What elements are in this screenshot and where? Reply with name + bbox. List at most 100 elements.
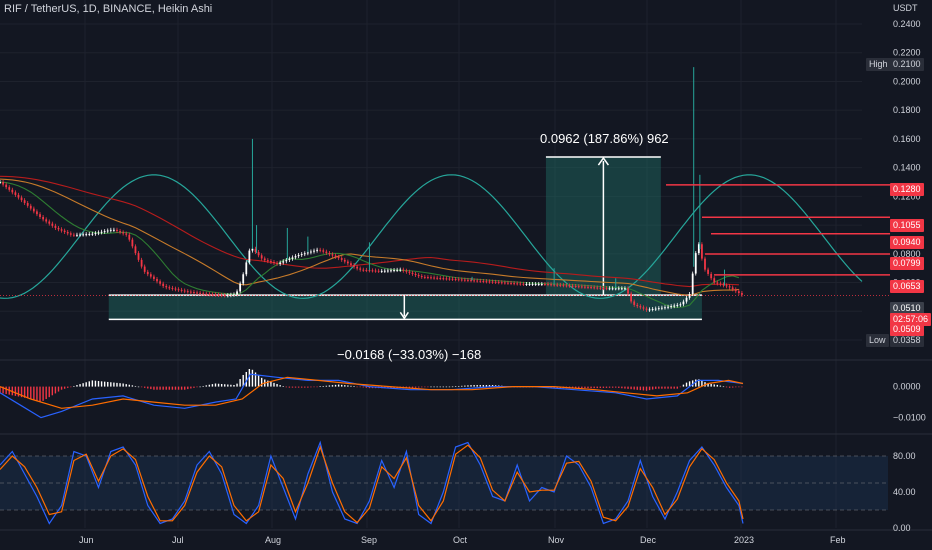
measure-down-label: −0.0168 (−33.03%) −168 <box>337 347 482 362</box>
macd-histogram-bar <box>33 386 35 400</box>
macd-histogram-bar <box>328 385 331 387</box>
macd-histogram-bar <box>297 386 300 388</box>
candle-body <box>602 287 605 289</box>
candle-body <box>448 278 451 280</box>
macd-histogram-bar <box>491 385 494 387</box>
candle-body <box>387 270 389 272</box>
candle-body <box>346 261 349 264</box>
candle-body <box>162 283 165 287</box>
macd-histogram-bar <box>685 382 688 387</box>
candle-body <box>119 231 121 233</box>
candle-body <box>168 287 171 289</box>
macd-histogram-bar <box>79 384 81 387</box>
candle-body <box>322 250 325 252</box>
candle-body <box>146 271 149 275</box>
macd-histogram-bar <box>224 384 226 387</box>
candle-body <box>233 294 235 296</box>
macd-histogram-bar <box>27 386 29 399</box>
candle-body <box>270 261 272 263</box>
candle-body <box>220 294 223 296</box>
macd-histogram-bar <box>464 385 466 387</box>
date-tick: Sep <box>361 535 378 545</box>
candle-body <box>556 284 559 286</box>
candle-body <box>337 256 340 259</box>
candle-body <box>544 283 546 285</box>
macd-histogram-bar <box>97 381 100 387</box>
candle-body <box>97 232 100 234</box>
candle-body <box>445 278 448 280</box>
candle-body <box>642 307 645 309</box>
macd-tick-label: 0.0000 <box>893 382 921 392</box>
candle-body <box>23 200 26 203</box>
measure-up-arrowhead <box>597 156 610 166</box>
macd-histogram-bar <box>587 386 589 389</box>
candle-body <box>276 262 278 264</box>
macd-histogram-bar <box>217 383 220 387</box>
macd-histogram-bar <box>257 375 260 387</box>
sine-wave <box>0 174 863 299</box>
candle-body <box>331 254 334 256</box>
measure-up-label: 0.0962 (187.86%) 962 <box>540 131 669 146</box>
macd-histogram-bar <box>220 384 223 387</box>
stoch-d-line <box>0 444 744 524</box>
candle-body <box>685 297 688 302</box>
macd-histogram-bar <box>344 385 346 387</box>
candle-body <box>94 233 97 235</box>
candle-body <box>51 223 54 226</box>
candle-body <box>128 234 131 240</box>
macd-histogram-bar <box>233 385 235 387</box>
macd-histogram-bar <box>159 386 161 390</box>
candle-body <box>701 244 703 259</box>
macd-histogram-bar <box>276 384 278 387</box>
macd-histogram-bar <box>236 383 238 387</box>
candle-body <box>359 268 362 270</box>
macd-histogram-bar <box>260 377 263 387</box>
candle-body <box>239 283 242 292</box>
macd-histogram-bar <box>227 384 229 387</box>
macd-histogram-bar <box>147 386 149 389</box>
macd-histogram-bar <box>590 386 592 389</box>
candle-body <box>174 288 177 290</box>
candle-body <box>427 277 429 279</box>
macd-histogram-bar <box>177 386 180 390</box>
candle-body <box>737 291 740 294</box>
macd-histogram-bar <box>476 385 478 387</box>
macd-histogram-bar <box>421 386 423 388</box>
candle-body <box>503 282 506 284</box>
candle-body <box>122 232 125 234</box>
price-tick-label: 0.2000 <box>893 76 921 86</box>
macd-histogram-bar <box>202 385 204 387</box>
candle-body <box>476 280 479 282</box>
date-tick: Aug <box>265 535 282 545</box>
macd-histogram-bar <box>270 381 272 387</box>
candle-body <box>143 266 146 272</box>
macd-histogram-bar <box>23 386 26 398</box>
macd-histogram-bar <box>128 384 130 387</box>
macd-histogram-bar <box>664 386 666 389</box>
candle-body <box>457 279 460 281</box>
candle-body <box>263 258 266 261</box>
macd-histogram-bar <box>251 369 254 387</box>
candle-body <box>137 253 140 260</box>
macd-histogram-bar <box>439 386 441 388</box>
macd-histogram-bar <box>479 385 481 387</box>
candle-body <box>32 208 35 212</box>
macd-histogram-bar <box>578 386 580 389</box>
candle-body <box>660 307 663 309</box>
candle-body <box>537 283 540 285</box>
candle-body <box>248 250 251 263</box>
candle-body <box>488 281 491 283</box>
date-tick: Jun <box>79 535 94 545</box>
candle-body <box>670 306 673 308</box>
candle-body <box>636 304 639 307</box>
date-tick: 2023 <box>734 535 755 545</box>
macd-histogram-bar <box>741 386 743 388</box>
date-tick: Dec <box>640 535 657 545</box>
macd-histogram-bar <box>36 386 38 401</box>
candle-body <box>417 275 420 277</box>
candle-body <box>251 248 254 251</box>
macd-histogram-bar <box>458 386 460 387</box>
candle-body <box>491 281 494 283</box>
macd-histogram-bar <box>424 386 426 388</box>
